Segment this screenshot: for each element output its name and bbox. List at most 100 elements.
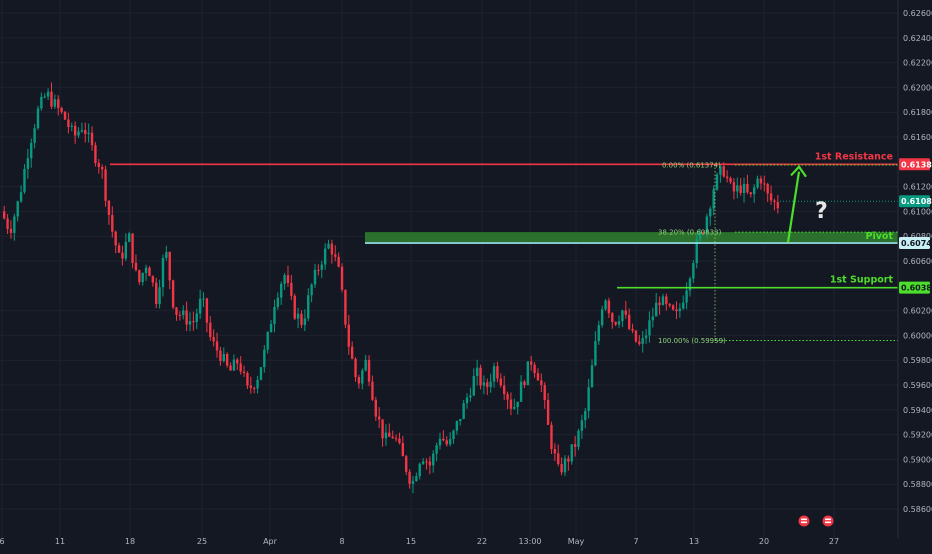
candle-body — [455, 421, 459, 431]
candle-body — [432, 453, 435, 466]
candle-body — [40, 96, 43, 109]
candle-body — [70, 125, 73, 127]
candle-body — [188, 321, 192, 325]
candle-body — [239, 363, 242, 372]
event-marker-icon[interactable] — [822, 515, 834, 527]
candle-body — [127, 233, 131, 242]
candle-body — [391, 436, 394, 439]
candle-body — [273, 306, 276, 324]
candle-body — [577, 430, 580, 447]
candle-body — [73, 125, 77, 136]
level-zones — [365, 232, 898, 244]
candle-body — [627, 314, 631, 329]
candle-body — [340, 266, 344, 290]
candle-body — [776, 201, 780, 209]
candle-body — [209, 322, 212, 338]
candle-body — [384, 432, 388, 439]
x-tick-label: 7 — [633, 537, 638, 546]
candle-body — [621, 310, 624, 322]
candle-body — [702, 232, 705, 234]
x-tick-label: 20 — [759, 537, 769, 546]
candle-body — [685, 290, 688, 303]
x-tick-label: 11 — [55, 537, 65, 546]
candle-body — [33, 128, 36, 143]
candle-body — [185, 310, 188, 325]
fib-level-label: 100.00% (0.59959) — [658, 337, 726, 345]
candle-body — [418, 463, 421, 477]
candle-body — [67, 119, 70, 127]
candle-body — [155, 282, 158, 305]
candle-body — [580, 420, 584, 431]
candle-body — [381, 419, 384, 439]
candle-body — [215, 341, 219, 351]
candle-body — [496, 366, 499, 379]
candle-body — [77, 131, 80, 136]
candle-body — [655, 302, 658, 317]
candle-body — [361, 370, 364, 384]
time-axis[interactable]: 6 11 18 25 Apr 8 15 22 13:00 May 7 13 20 27 — [0, 537, 839, 546]
candle-body — [408, 471, 411, 484]
candle-body — [641, 338, 644, 344]
candle-body — [236, 359, 239, 364]
candle-body — [698, 232, 702, 240]
x-tick-label: 13:00 — [518, 537, 541, 546]
candle-body — [165, 252, 168, 258]
candle-body — [594, 341, 597, 366]
candle-body — [665, 296, 668, 304]
pivot-zone — [365, 232, 898, 244]
candle-body — [43, 96, 46, 98]
fib-level-label: 38.20% (0.60833) — [658, 229, 722, 237]
candle-body — [53, 99, 57, 107]
candle-body — [269, 323, 273, 333]
event-marker-icon[interactable] — [798, 515, 810, 527]
candle-body — [462, 403, 465, 419]
current-price-tag — [899, 195, 930, 208]
candle-body — [523, 381, 526, 386]
candle-body — [9, 228, 13, 233]
candle-body — [263, 349, 266, 368]
candle-body — [482, 382, 486, 386]
candle-body — [276, 297, 280, 307]
x-tick-label: 25 — [197, 537, 207, 546]
candle-body — [546, 400, 550, 425]
candle-body — [225, 353, 229, 366]
x-tick-label: 6 — [0, 537, 5, 546]
support-label: 1st Support — [830, 275, 894, 286]
candle-body — [749, 192, 752, 195]
candle-body — [688, 278, 692, 291]
candle-body — [13, 216, 16, 233]
candle-body — [519, 381, 523, 402]
candle-body — [644, 335, 648, 339]
candle-body — [570, 444, 573, 462]
candle-body — [600, 309, 604, 326]
candle-body — [286, 275, 290, 284]
candle-body — [587, 387, 590, 411]
candle-body — [3, 211, 6, 219]
candle-body — [401, 443, 405, 457]
candle-body — [374, 399, 378, 417]
candle-body — [428, 461, 432, 466]
candle-body — [425, 461, 428, 463]
candle-body — [658, 302, 661, 306]
event-marker-glyph — [825, 521, 831, 524]
candle-body — [661, 296, 665, 306]
candle-body — [651, 316, 655, 321]
candle-body — [377, 416, 381, 420]
candle-body — [513, 407, 516, 409]
event-marker-glyph — [825, 518, 831, 521]
candle-body — [394, 438, 398, 440]
candle-body — [411, 481, 415, 484]
pivot-price-tag-text: 0.60745 — [901, 239, 932, 248]
candle-body — [590, 365, 594, 388]
